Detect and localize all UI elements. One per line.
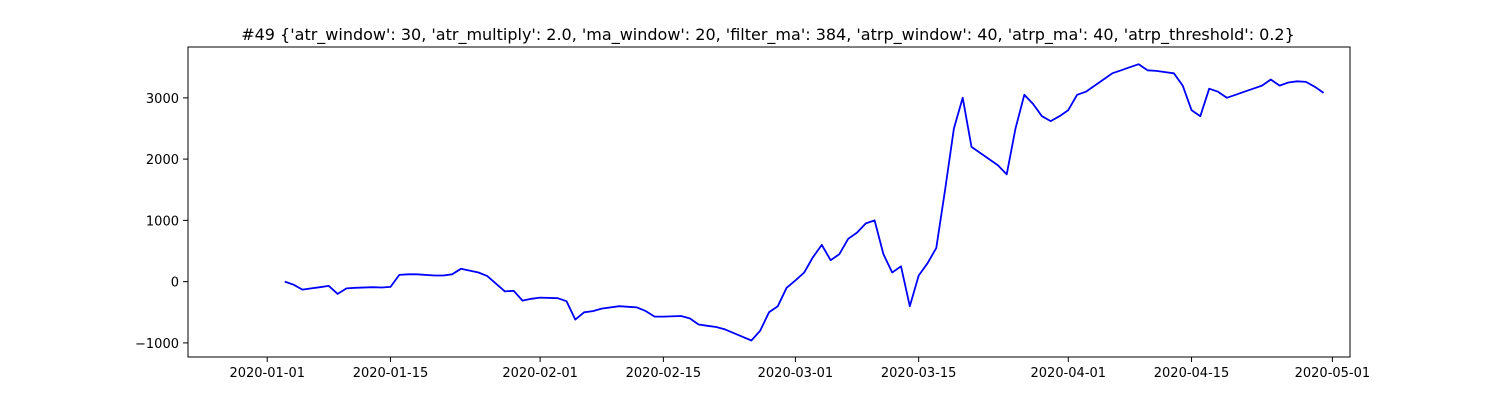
y-tick-label: 0 xyxy=(171,276,179,291)
y-tick-label: 2000 xyxy=(146,153,179,168)
x-tick-label: 2020-01-15 xyxy=(353,366,429,381)
x-tick-label: 2020-01-01 xyxy=(229,366,305,381)
plot-area xyxy=(187,46,1351,358)
y-axis: −1000 0 1000 2000 3000 xyxy=(135,92,188,352)
x-tick-label: 2020-03-01 xyxy=(758,366,834,381)
y-tick-label: 3000 xyxy=(146,92,179,107)
x-tick-label: 2020-04-15 xyxy=(1154,366,1230,381)
x-axis: 2020-01-01 2020-01-15 2020-02-01 2020-02-15… xyxy=(229,357,1370,381)
x-tick-label: 2020-04-01 xyxy=(1031,366,1107,381)
chart-title: #49 {'atr_window': 30, 'atr_multiply': 2… xyxy=(241,25,1295,45)
y-tick-label: −1000 xyxy=(135,337,179,352)
y-tick-label: 1000 xyxy=(146,214,179,229)
series-line xyxy=(284,63,1325,342)
x-tick-label: 2020-02-15 xyxy=(626,366,702,381)
x-tick-label: 2020-03-15 xyxy=(881,366,957,381)
x-tick-label: 2020-05-01 xyxy=(1295,366,1371,381)
x-tick-label: 2020-02-01 xyxy=(502,366,578,381)
plot-frame xyxy=(187,46,1351,358)
